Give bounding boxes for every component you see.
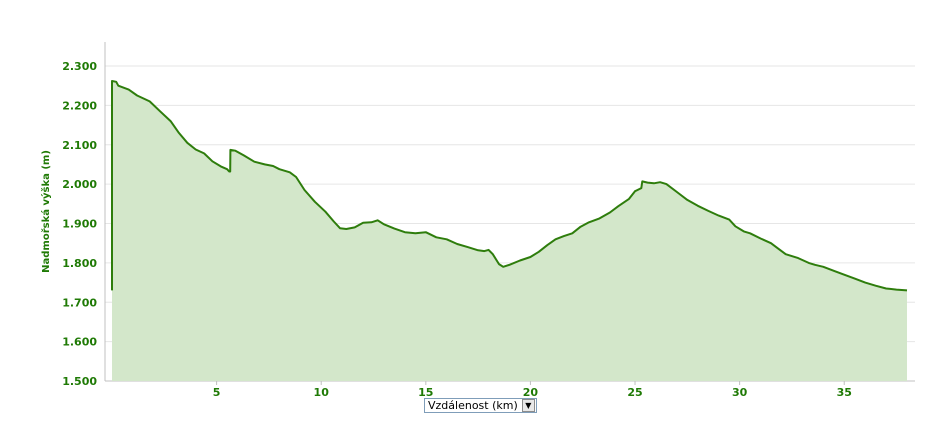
x-tick-labels: 5 10 15 20 25 30 35 xyxy=(213,381,852,399)
y-tick-label: 2.000 xyxy=(62,178,97,191)
elevation-area xyxy=(112,81,907,381)
x-tick-label: 15 xyxy=(418,386,433,399)
y-tick-labels: 2.300 2.200 2.100 2.000 1.900 1.800 1.700 1.600… xyxy=(62,60,97,388)
y-axis-label: Nadmořská výška (m) xyxy=(40,150,52,273)
x-tick-label: 10 xyxy=(314,386,330,399)
y-tick-label: 2.200 xyxy=(62,99,97,112)
x-tick-label: 25 xyxy=(627,386,642,399)
y-tick-label: 1.500 xyxy=(62,375,97,388)
y-tick-label: 1.800 xyxy=(62,257,97,270)
y-tick-label: 2.100 xyxy=(62,139,97,152)
y-tick-label: 1.600 xyxy=(62,336,97,349)
chevron-down-icon[interactable]: ▼ xyxy=(521,399,535,412)
x-axis-unit-select[interactable]: Vzdálenost (km) ▼ xyxy=(424,398,537,413)
x-tick-label: 35 xyxy=(837,386,852,399)
y-tick-label: 2.300 xyxy=(62,60,97,73)
x-tick-label: 20 xyxy=(523,386,539,399)
x-axis-label: Vzdálenost (km) xyxy=(428,399,518,412)
elevation-line xyxy=(111,80,908,292)
y-tick-label: 1.900 xyxy=(62,218,97,231)
x-tick-label: 30 xyxy=(732,386,748,399)
x-tick-label: 5 xyxy=(213,386,221,399)
y-tick-label: 1.700 xyxy=(62,296,97,309)
